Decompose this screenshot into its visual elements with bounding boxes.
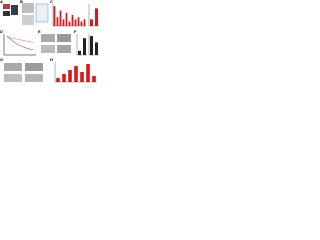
bar [56,78,60,82]
bar [68,21,71,26]
panel-label: F [74,29,77,34]
blot [41,45,55,53]
bar [62,74,66,82]
bar [80,72,84,82]
blot [25,74,43,82]
image-panel [35,3,49,23]
blot [41,34,55,42]
bar [59,10,62,26]
blot [25,63,43,71]
bar [77,17,80,26]
line [6,35,34,43]
bar [86,64,90,82]
bar [65,12,68,26]
bar [92,76,96,82]
blot [57,34,71,42]
panel-label: G [0,57,3,62]
bar [90,19,93,26]
blot [22,15,34,25]
bar [80,21,83,26]
diagram-box [11,5,18,15]
bar [83,19,86,26]
blot [22,3,34,13]
blot [4,74,22,82]
bar [56,17,59,26]
blot [57,45,71,53]
diagram-box [3,4,10,9]
bar [74,19,77,26]
bar [95,42,98,55]
panel-label: H [50,57,53,62]
bar [90,36,93,55]
bar [68,70,72,82]
panel-label: E [38,29,41,34]
panel-label: B [20,0,23,4]
bar [53,6,56,26]
bar [71,15,74,26]
line [6,35,34,51]
bar [62,19,65,26]
panel-label: A [0,0,3,4]
panel-label: C [50,0,53,4]
blot [4,63,22,71]
bar [95,8,98,26]
panel-label: D [0,29,3,34]
diagram-box [3,11,10,16]
figure: A B C D E F G H [0,0,99,83]
bar [74,66,78,82]
bar [83,38,86,55]
bar [78,50,81,55]
